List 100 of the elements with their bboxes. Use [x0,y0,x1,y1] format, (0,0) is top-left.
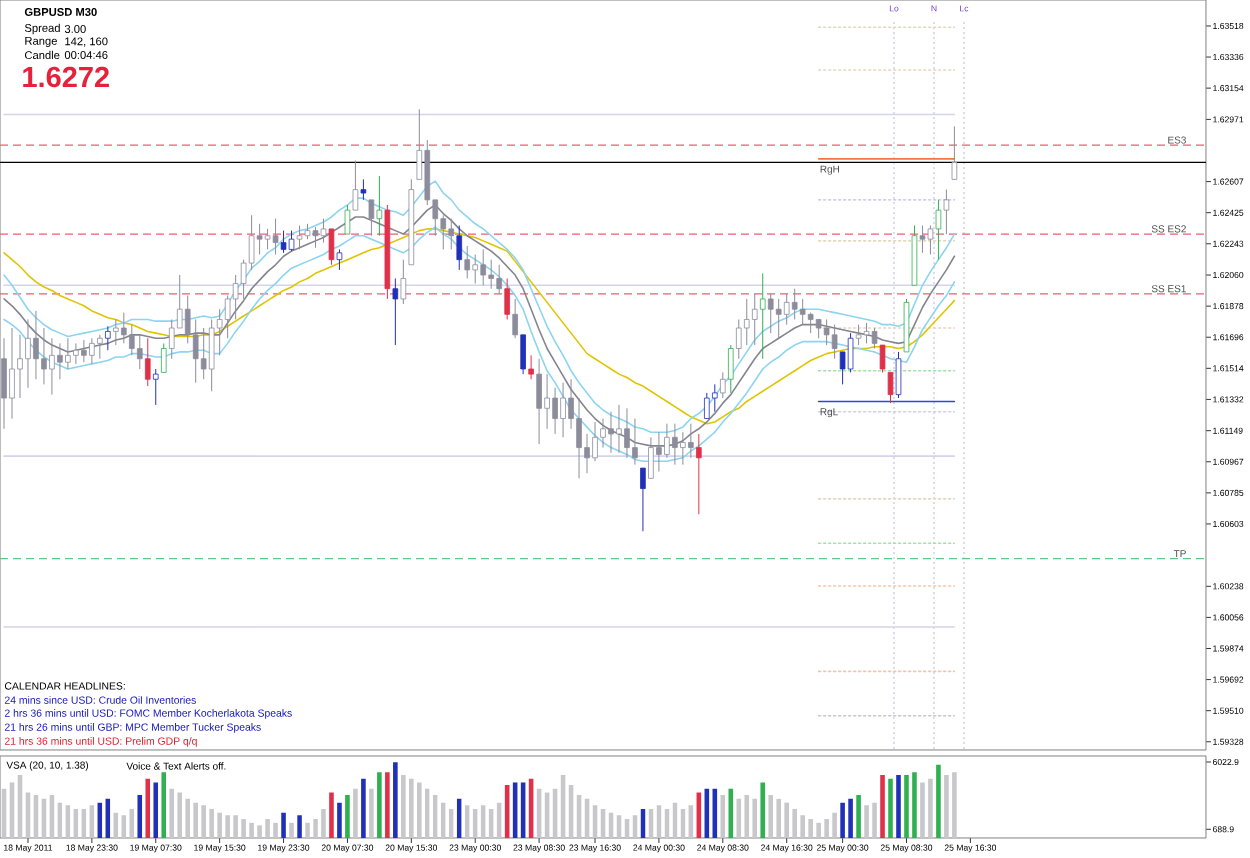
candlestick [799,298,806,326]
candlestick [791,288,798,320]
candlestick [152,368,159,406]
bar [880,774,885,838]
candlestick [751,293,758,346]
candlestick [144,337,151,387]
candlestick [656,431,662,473]
bar [816,822,821,838]
candlestick [336,248,343,271]
candlestick [360,178,367,201]
candlestick [935,199,942,261]
candlestick [392,277,399,346]
bar [904,774,909,838]
bar [217,812,222,838]
candlestick [536,358,542,445]
bar [848,798,853,838]
candlestick [328,228,335,266]
candlestick [312,226,319,249]
candlestick [472,254,479,285]
candlestick [400,259,407,305]
candlestick [121,312,127,344]
bar [361,778,366,838]
bar [201,805,206,838]
bar [137,795,143,838]
candlestick [871,327,878,349]
candlestick [480,248,486,286]
bar [273,822,278,838]
bar [912,772,917,838]
bar [401,774,406,838]
candlestick [129,324,135,356]
bar [752,798,758,838]
bar [856,795,861,838]
bar [185,798,190,838]
candlestick [863,322,870,344]
bar [281,812,286,838]
candlestick [712,383,718,413]
bar [944,774,949,838]
candlestick [9,327,15,420]
candlestick [368,199,375,237]
candlestick [767,293,774,334]
candlestick [815,318,822,339]
candlestick [951,125,958,180]
bar [337,802,342,838]
bar [145,778,151,838]
candlestick [823,318,830,346]
bar [888,778,893,838]
candlestick [448,218,455,250]
bar [864,805,869,838]
bar [920,782,925,838]
bar [928,778,933,838]
candlestick [560,382,566,438]
bar [792,808,797,838]
candlestick [49,337,55,396]
candlestick [488,259,494,290]
bar [824,819,829,838]
bar [249,822,254,838]
bar [209,808,214,838]
candlestick [41,327,47,385]
candlestick [136,334,143,370]
candlestick [504,277,510,320]
bar [720,795,726,838]
candlestick [664,423,670,459]
candlestick [895,351,902,399]
bar [776,798,782,838]
bar [393,762,398,838]
bar [760,782,766,838]
candlestick [296,225,303,250]
candlestick [512,298,518,339]
bar [153,782,159,838]
bar [329,792,334,838]
candlestick [544,373,550,430]
bar [896,774,901,838]
bar [728,788,734,838]
candlestick [807,312,814,334]
candlestick [743,298,750,346]
candlestick [552,387,558,435]
candlestick [608,411,614,454]
candlestick [783,293,790,326]
bar [177,792,183,838]
candlestick [105,325,111,351]
candlestick [528,354,534,380]
bar [409,778,414,838]
bar [800,815,805,838]
candlestick [97,334,103,360]
candlestick [73,342,79,365]
bar [840,802,845,838]
candlestick [288,230,295,252]
candlestick [376,175,383,237]
candlestick [496,264,502,295]
bar [345,795,350,838]
candlestick [616,404,622,454]
bar [808,819,813,838]
bar [257,825,262,838]
bar [289,822,294,838]
candlestick [831,324,838,360]
bar [169,788,175,838]
candlestick [759,272,766,360]
bar [784,802,789,838]
candlestick [520,334,526,375]
candlestick [200,327,207,380]
